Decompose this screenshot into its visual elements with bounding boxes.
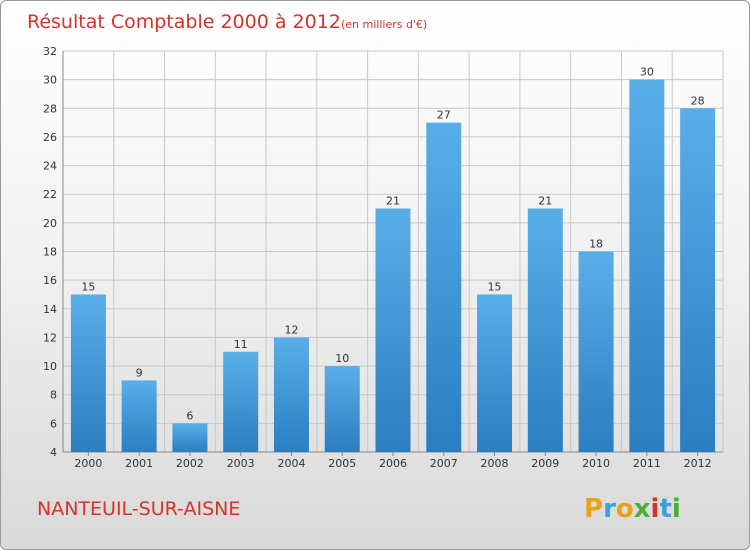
x-tick-label: 2003 — [227, 457, 255, 470]
grid-layer — [62, 50, 724, 453]
bar-2001 — [121, 380, 157, 452]
logo-letter: P — [584, 494, 603, 524]
bar-2012 — [680, 108, 716, 453]
bar-2006 — [375, 208, 411, 452]
bar-value-label: 28 — [691, 94, 705, 107]
bar-2007 — [426, 122, 462, 452]
y-tick-label: 28 — [43, 102, 57, 115]
logo-letter: x — [634, 494, 651, 524]
y-tick-label: 14 — [43, 303, 57, 316]
y-tick-label: 16 — [43, 274, 57, 287]
bar-value-label: 10 — [335, 352, 349, 365]
x-tick-label: 2009 — [531, 457, 559, 470]
x-tick-label: 2004 — [277, 457, 305, 470]
chart-title: Résultat Comptable 2000 à 2012 — [27, 11, 341, 33]
bar-2010 — [578, 251, 614, 452]
chart-subtitle: (en milliers d'€) — [341, 18, 427, 31]
x-tick-label: 2002 — [176, 457, 204, 470]
bar-2002 — [172, 423, 208, 452]
y-tick-label: 32 — [43, 45, 57, 58]
bar-2004 — [273, 337, 309, 452]
x-tick-label: 2012 — [684, 457, 712, 470]
bar-value-label: 9 — [136, 366, 143, 379]
logo-letter: t — [659, 494, 671, 524]
x-tick-label: 2011 — [633, 457, 661, 470]
logo-letter: r — [603, 494, 616, 524]
y-tick-label: 10 — [43, 360, 57, 373]
bar-2005 — [324, 366, 360, 452]
bar-value-label: 15 — [81, 280, 95, 293]
bar-2011 — [629, 79, 665, 453]
y-tick-label: 4 — [50, 446, 57, 459]
y-tick-label: 24 — [43, 160, 57, 173]
logo-letter: i — [651, 494, 660, 524]
x-tick-label: 2007 — [430, 457, 458, 470]
y-tick-label: 8 — [50, 389, 57, 402]
x-tick-label: 2010 — [582, 457, 610, 470]
x-tick-label: 2005 — [328, 457, 356, 470]
y-tick-label: 12 — [43, 331, 57, 344]
proxiti-logo: Proxiti — [584, 494, 681, 524]
bar-2008 — [477, 294, 513, 452]
bar-value-label: 18 — [589, 238, 603, 251]
bar-value-label: 27 — [437, 109, 451, 122]
bar-value-label: 6 — [186, 409, 193, 422]
bar-2003 — [223, 351, 259, 452]
logo-letter: i — [672, 494, 681, 524]
bar-value-label: 11 — [234, 338, 248, 351]
bar-value-label: 30 — [640, 66, 654, 79]
y-tick-label: 26 — [43, 131, 57, 144]
y-tick-label: 20 — [43, 217, 57, 230]
town-name: NANTEUIL-SUR-AISNE — [37, 498, 240, 520]
bar-2009 — [527, 208, 563, 452]
y-tick-label: 30 — [43, 74, 57, 87]
bar-value-label: 12 — [284, 323, 298, 336]
y-tick-label: 6 — [50, 417, 57, 430]
x-tick-label: 2006 — [379, 457, 407, 470]
x-tick-label: 2001 — [125, 457, 153, 470]
bar-value-label: 21 — [538, 195, 552, 208]
bar-layer: 15 9 6 11 12 10 21 27 15 21 18 30 28 — [70, 66, 716, 453]
y-tick-label: 22 — [43, 188, 57, 201]
bar-2000 — [70, 294, 106, 452]
bar-value-label: 15 — [488, 280, 502, 293]
bar-value-label: 21 — [386, 195, 400, 208]
axis-layer: 4 6 8 10 12 14 16 18 20 22 24 26 28 30 32 2000 2001 2002 2… — [43, 45, 723, 470]
y-tick-label: 18 — [43, 246, 57, 259]
x-tick-label: 2008 — [481, 457, 509, 470]
x-tick-label: 2000 — [74, 457, 102, 470]
logo-letter: o — [616, 494, 634, 524]
